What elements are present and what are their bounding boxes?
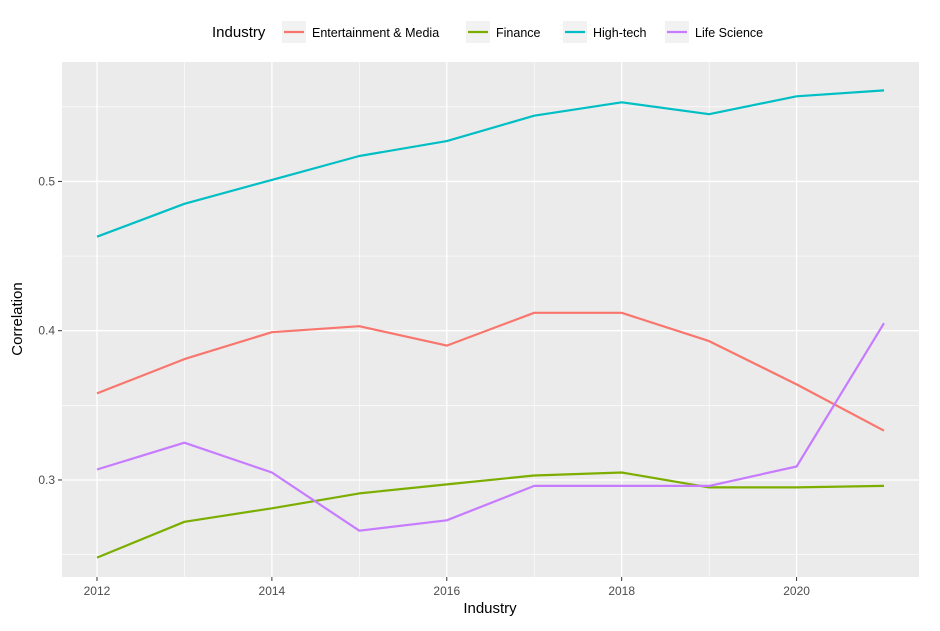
x-tick-label: 2018 — [608, 584, 635, 598]
legend-title: Industry — [212, 24, 266, 41]
plot-panel — [62, 62, 919, 577]
series-line-life-science — [96, 322, 885, 532]
series-line-high-tech — [96, 89, 885, 238]
series-line-finance — [96, 471, 885, 559]
series-line-entertainment-media — [96, 311, 885, 432]
x-tick-label: 2016 — [433, 584, 460, 598]
minor-gridlines — [62, 62, 919, 577]
legend-label-life-science: Life Science — [695, 26, 763, 40]
legend-label-finance: Finance — [496, 26, 541, 40]
x-axis-title: Industry — [463, 600, 517, 617]
legend-label-entertainment-media: Entertainment & Media — [312, 26, 439, 40]
x-tick-label: 2014 — [259, 584, 286, 598]
y-tick-label: 0.3 — [38, 473, 55, 487]
legend-label-high-tech: High-tech — [593, 26, 647, 40]
series-lines — [96, 89, 885, 559]
legend: Industry Entertainment & Media Finance Hig… — [212, 21, 763, 43]
y-axis-ticks: 0.3 0.4 0.5 — [38, 174, 62, 487]
y-axis-title: Correlation — [9, 282, 26, 355]
x-tick-label: 2012 — [84, 584, 111, 598]
y-tick-label: 0.5 — [38, 174, 55, 188]
x-axis-ticks: 2012 2014 2016 2018 2020 — [84, 577, 810, 598]
y-tick-label: 0.4 — [38, 324, 55, 338]
x-tick-label: 2020 — [783, 584, 810, 598]
